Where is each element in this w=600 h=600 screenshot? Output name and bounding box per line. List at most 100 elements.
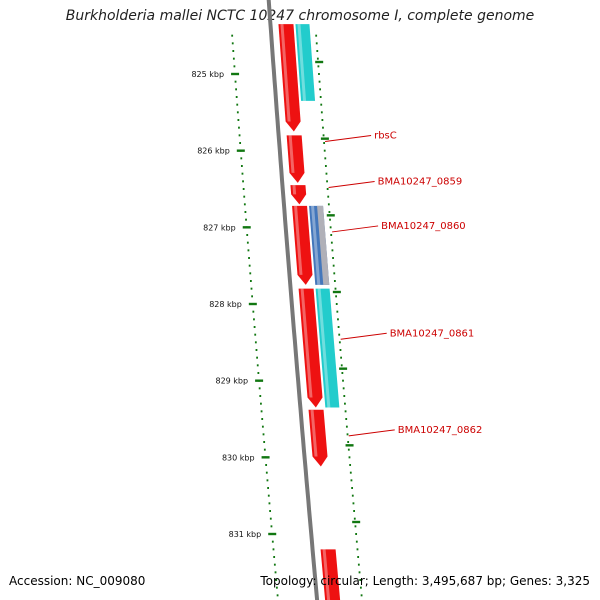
scale-ticks: 825 kbp 826 kbp 827 kbp 828 kbp 829 kbp 830 k…	[191, 60, 361, 539]
outer-dot	[326, 188, 329, 190]
inner-dot	[273, 563, 276, 566]
inner-dot	[236, 111, 239, 114]
outer-dot	[329, 218, 331, 221]
outer-dot	[318, 73, 320, 75]
outer-dot	[325, 172, 328, 175]
inner-dot	[270, 525, 273, 528]
outer-dot	[330, 241, 333, 244]
outer-dot	[351, 494, 354, 497]
outer-dot	[341, 372, 344, 374]
outer-major-tick	[320, 137, 329, 140]
inner-dot	[243, 203, 246, 206]
outer-major-tick	[332, 290, 341, 294]
inner-dot	[236, 103, 239, 106]
outer-dot	[320, 111, 323, 114]
inner-dot	[273, 556, 276, 558]
outer-dot	[355, 540, 358, 543]
leader-line	[348, 429, 395, 437]
major-tick	[231, 72, 240, 76]
inner-dot	[235, 88, 238, 91]
outer-dot	[343, 395, 346, 397]
outer-dot	[340, 364, 343, 367]
inner-dot	[232, 57, 235, 60]
inner-dot	[250, 287, 253, 290]
major-tick	[248, 302, 257, 306]
inner-dot	[263, 448, 266, 451]
major-tick	[236, 149, 245, 152]
outer-dot	[332, 264, 335, 267]
backbone-line	[266, 0, 320, 600]
tick-label: 825 kbp	[191, 70, 224, 79]
inner-dot	[269, 510, 272, 512]
inner-dot	[240, 157, 243, 160]
outer-dot	[353, 510, 356, 512]
tick-label: 830 kbp	[222, 453, 255, 462]
inner-dot	[260, 402, 262, 405]
outer-dot	[357, 563, 360, 566]
outer-dot	[328, 211, 331, 213]
outer-dot	[355, 533, 358, 535]
accession-text: Accession: NC_009080	[9, 574, 146, 588]
inner-dot	[249, 280, 252, 282]
feature-0	[278, 24, 301, 132]
outer-dot	[330, 234, 333, 236]
map-title: Burkholderia mallei NCTC 10247 chromosom…	[65, 8, 535, 24]
outer-dot	[322, 134, 325, 137]
inner-dot	[274, 571, 277, 574]
leader-line	[332, 225, 379, 233]
inner-dot	[256, 364, 259, 367]
leader-line	[328, 180, 375, 188]
outer-dot	[334, 287, 337, 290]
inner-dot	[246, 234, 249, 236]
outer-dot	[327, 195, 330, 198]
inner-dot	[231, 42, 234, 45]
outer-dot	[319, 88, 322, 91]
backbone	[266, 0, 320, 600]
feature-3	[290, 185, 307, 205]
gene-label: rbsC	[374, 130, 397, 141]
outer-dot	[333, 280, 336, 282]
outer-dot	[344, 410, 347, 413]
inner-dot	[259, 395, 262, 397]
outer-dot	[342, 379, 344, 382]
outer-major-tick	[326, 214, 335, 217]
major-tick	[242, 226, 251, 229]
outer-dot	[338, 333, 341, 336]
feature-4	[292, 205, 313, 285]
inner-dot	[240, 165, 243, 167]
outer-dot	[323, 142, 326, 144]
outer-dot	[354, 525, 357, 528]
leader-line	[325, 134, 372, 142]
outer-dot	[345, 425, 348, 428]
outer-dot	[359, 579, 362, 581]
outer-dot	[351, 487, 354, 489]
major-tick	[268, 532, 277, 536]
outer-dot	[321, 119, 324, 121]
inner-dot	[266, 479, 269, 482]
outer-dot	[335, 295, 338, 298]
inner-dot	[242, 180, 244, 183]
gene-label: BMA10247_0861	[390, 328, 475, 339]
outer-dot	[357, 556, 360, 558]
outer-dot	[337, 326, 340, 328]
feature-highlight	[322, 549, 331, 600]
feature-highlight	[280, 24, 291, 122]
tick-label: 827 kbp	[203, 223, 236, 232]
inner-dot	[272, 548, 275, 551]
outer-dot	[319, 96, 322, 98]
outer-dot	[346, 433, 349, 436]
outer-dot	[335, 303, 338, 305]
inner-dot	[239, 142, 242, 144]
outer-dot	[316, 57, 319, 60]
tick-label: 831 kbp	[229, 530, 262, 539]
inner-dot	[261, 418, 264, 420]
feature-7	[315, 288, 340, 408]
gene-label: BMA10247_0859	[378, 176, 463, 187]
outer-dot	[350, 479, 353, 482]
outer-dot	[347, 448, 350, 451]
major-tick	[261, 456, 270, 459]
inner-dot	[232, 50, 235, 52]
feature-1	[295, 24, 316, 101]
inner-dot	[234, 80, 237, 83]
